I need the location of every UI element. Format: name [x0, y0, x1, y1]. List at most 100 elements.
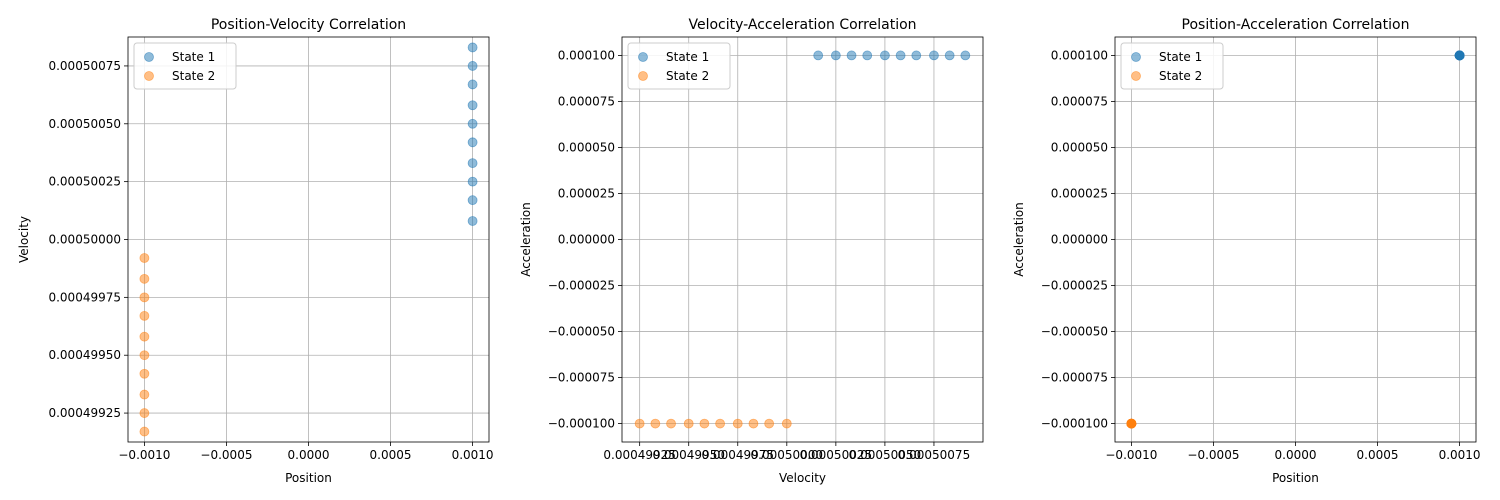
data-point [139, 331, 150, 342]
legend-marker [1131, 52, 1141, 62]
y-tick-label: −0.000025 [1041, 279, 1108, 293]
legend-marker [638, 71, 648, 81]
y-tick-label: 0.000050 [1051, 140, 1108, 154]
axes-frame [621, 36, 984, 443]
data-point [880, 50, 890, 61]
y-tick-label: −0.000050 [1041, 325, 1108, 339]
y-axis-label: Acceleration [519, 202, 533, 277]
x-tick-label: 0.00049975 [701, 448, 774, 462]
gridlines [1115, 37, 1476, 442]
y-tick-label: 0.00050025 [48, 175, 121, 189]
legend-frame [627, 42, 731, 90]
data-point [139, 310, 150, 321]
series-1 [1454, 50, 1465, 61]
series-2 [1126, 418, 1137, 429]
legend-label-state-1: State 1 [666, 50, 709, 64]
x-axis-label: Velocity [779, 471, 826, 485]
y-tick-label: −0.000025 [548, 279, 615, 293]
legend-frame [133, 42, 237, 90]
x-tick-label: 0.0005 [370, 448, 412, 462]
axes-frame [1114, 36, 1477, 443]
legend-label-state-2: State 2 [172, 69, 215, 83]
y-axis-label: Acceleration [1012, 202, 1026, 277]
legend-marker [638, 52, 648, 62]
x-tick-label: −0.0005 [200, 448, 252, 462]
data-point [467, 176, 478, 187]
data-point [929, 50, 939, 61]
y-tick-label: 0.000025 [1051, 186, 1108, 200]
legend-label-state-1: State 1 [1159, 50, 1202, 64]
y-tick-label: −0.000100 [548, 417, 615, 431]
legend-frame [1120, 42, 1224, 90]
series-2 [139, 253, 150, 437]
x-tick-label: 0.00050050 [849, 448, 922, 462]
y-tick-label: 0.00049925 [48, 406, 121, 420]
gridlines [128, 37, 489, 442]
data-point [467, 195, 478, 206]
y-tick-label: 0.000025 [558, 186, 615, 200]
y-tick-label: 0.000100 [1051, 48, 1108, 62]
legend-marker [144, 52, 154, 62]
x-axis-label: Position [285, 471, 332, 485]
x-tick-label: 0.00050000 [751, 448, 824, 462]
y-tick-label: −0.000075 [1041, 371, 1108, 385]
data-point [683, 418, 694, 429]
y-axis-label: Velocity [17, 216, 31, 263]
axes-frame [127, 36, 490, 443]
legend-label-state-2: State 2 [1159, 69, 1202, 83]
y-tick-label: 0.00050075 [48, 59, 121, 73]
y-tick-label: 0.00049975 [48, 290, 121, 304]
subplot-position-acceleration: Position-Acceleration Correlation Positi… [1012, 17, 1481, 485]
y-tick-label: 0.000050 [558, 140, 615, 154]
chart-title: Position-Velocity Correlation [211, 17, 406, 33]
data-point [467, 158, 478, 169]
data-point [715, 418, 725, 429]
x-tick-label: 0.0010 [452, 448, 494, 462]
legend-label-state-1: State 1 [172, 50, 215, 64]
y-tick-label: 0.000075 [1051, 94, 1108, 108]
data-point [813, 50, 824, 61]
data-point [139, 350, 150, 361]
data-point [467, 61, 478, 71]
x-tick-label: −0.0010 [1105, 448, 1157, 462]
data-point [911, 50, 922, 61]
data-point [139, 273, 150, 284]
x-tick-label: 0.00050075 [898, 448, 971, 462]
x-tick-label: 0.0000 [1275, 448, 1317, 462]
data-point [139, 426, 150, 437]
subplot-velocity-acceleration: Velocity-Acceleration Correlation Veloci… [519, 17, 984, 485]
data-point [467, 216, 478, 226]
data-point [467, 137, 478, 148]
y-tick-label: 0.000100 [558, 48, 615, 62]
y-tick-label: −0.000100 [1041, 417, 1108, 431]
y-tick-label: −0.000075 [548, 371, 615, 385]
x-tick-label: 0.00049925 [603, 448, 676, 462]
data-point [139, 253, 150, 263]
data-point [781, 418, 792, 429]
data-point [732, 418, 743, 429]
x-tick-label: −0.0005 [1187, 448, 1239, 462]
series-1 [813, 50, 971, 61]
x-tick-label: −0.0010 [118, 448, 170, 462]
data-point [960, 50, 971, 61]
y-tick-label: 0.00050050 [48, 117, 121, 131]
data-point [944, 50, 955, 61]
y-tick-label: 0.000000 [1051, 233, 1108, 247]
data-point [650, 418, 661, 429]
data-point [764, 418, 775, 429]
x-tick-label: 0.00050025 [800, 448, 873, 462]
series-2 [634, 418, 792, 429]
data-point [862, 50, 873, 61]
data-point [467, 118, 478, 129]
subplot-position-velocity: Position-Velocity Correlation Position V… [17, 17, 494, 485]
y-tick-label: 0.00049950 [48, 348, 121, 362]
x-axis-label: Position [1272, 471, 1319, 485]
chart-title: Velocity-Acceleration Correlation [688, 17, 916, 33]
legend: State 1 State 2 [627, 42, 731, 90]
data-point [830, 50, 841, 61]
y-tick-label: 0.00050000 [48, 233, 121, 247]
legend-label-state-2: State 2 [666, 69, 709, 83]
data-point [895, 50, 906, 61]
